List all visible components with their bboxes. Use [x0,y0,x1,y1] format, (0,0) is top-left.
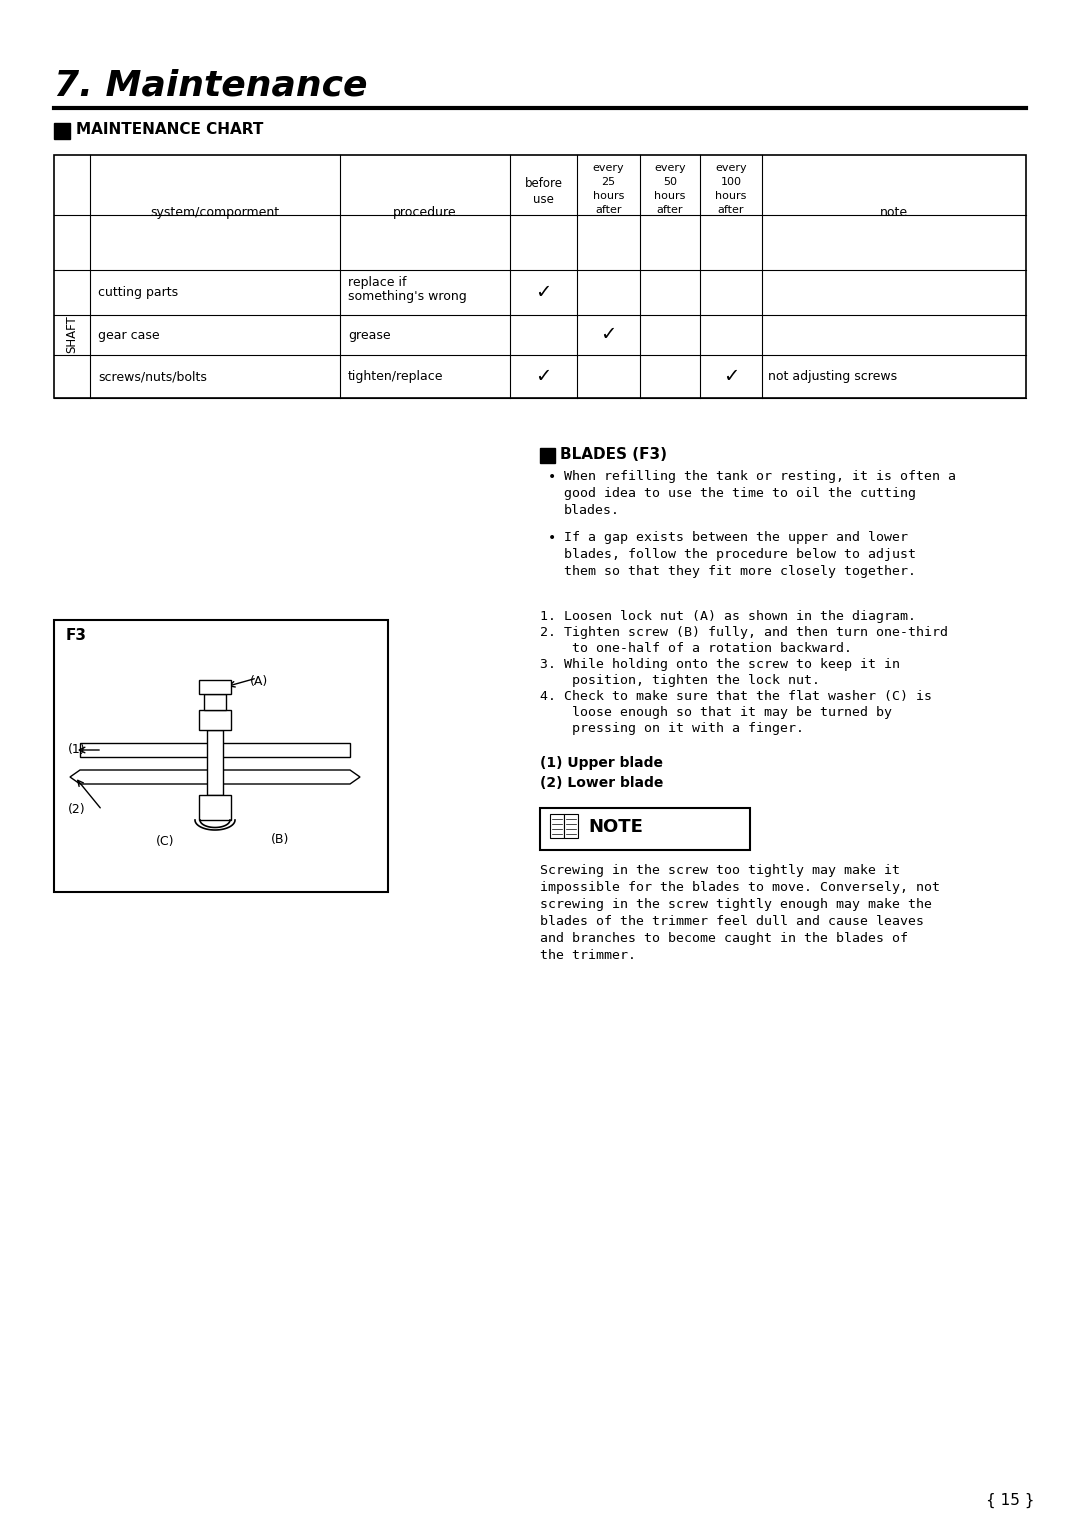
Text: them so that they fit more closely together.: them so that they fit more closely toget… [564,565,916,578]
Text: 1. Loosen lock nut (A) as shown in the diagram.: 1. Loosen lock nut (A) as shown in the d… [540,610,916,623]
Bar [199,710,231,729]
Bar [54,620,388,893]
Text: every: every [654,163,686,172]
Text: blades of the trimmer feel dull and cause leaves: blades of the trimmer feel dull and caus… [540,916,924,928]
Bar [80,743,350,757]
Text: (2) Lower blade: (2) Lower blade [540,777,663,790]
Text: If a gap exists between the upper and lower: If a gap exists between the upper and lo… [564,531,908,543]
Text: every: every [715,163,746,172]
Text: position, tighten the lock nut.: position, tighten the lock nut. [540,674,820,687]
Text: ✓: ✓ [723,366,739,386]
Text: good idea to use the time to oil the cutting: good idea to use the time to oil the cut… [564,487,916,501]
Text: cutting parts: cutting parts [98,285,178,299]
Text: When refilling the tank or resting, it is often a: When refilling the tank or resting, it i… [564,470,956,484]
Text: tighten/replace: tighten/replace [348,369,444,383]
Text: NOTE: NOTE [588,818,643,836]
Text: blades, follow the procedure below to adjust: blades, follow the procedure below to ad… [564,548,916,562]
Text: 4. Check to make sure that the flat washer (C) is: 4. Check to make sure that the flat wash… [540,690,932,703]
Bar [54,156,1026,398]
Text: and branches to become caught in the blades of: and branches to become caught in the bla… [540,932,908,945]
Text: hours: hours [654,191,686,201]
Text: (1) Upper blade: (1) Upper blade [540,755,663,771]
Text: after: after [595,204,622,215]
Text: screwing in the screw tightly enough may make the: screwing in the screw tightly enough may… [540,897,932,911]
Bar [564,813,578,838]
Text: procedure: procedure [393,206,457,220]
Text: •: • [548,531,556,545]
Text: 3. While holding onto the screw to keep it in: 3. While holding onto the screw to keep … [540,658,900,671]
Text: •: • [548,470,556,484]
Bar [204,694,226,710]
Text: BLADES (F3): BLADES (F3) [561,447,667,462]
Text: grease: grease [348,328,391,342]
Text: F3: F3 [66,629,87,642]
Text: MAINTENANCE CHART: MAINTENANCE CHART [76,122,264,137]
Text: Screwing in the screw too tightly may make it: Screwing in the screw too tightly may ma… [540,864,900,877]
Text: ✓: ✓ [600,325,617,345]
Bar [207,729,222,795]
Text: 50: 50 [663,177,677,188]
Text: ✓: ✓ [536,366,552,386]
Bar [199,795,231,819]
Text: (C): (C) [156,835,174,848]
Text: to one-half of a rotation backward.: to one-half of a rotation backward. [540,642,852,655]
Text: hours: hours [593,191,624,201]
Text: blades.: blades. [564,504,620,517]
Polygon shape [70,771,360,784]
Text: 7. Maintenance: 7. Maintenance [54,69,367,102]
Text: pressing on it with a finger.: pressing on it with a finger. [540,722,804,736]
Text: (2): (2) [68,804,85,816]
Text: loose enough so that it may be turned by: loose enough so that it may be turned by [540,707,892,719]
Bar [199,681,231,694]
Text: use: use [534,192,554,206]
Text: ✓: ✓ [536,282,552,302]
Text: after: after [718,204,744,215]
Text: every: every [593,163,624,172]
Text: replace if: replace if [348,276,406,288]
Text: note: note [880,206,908,220]
Bar [54,124,70,139]
Text: impossible for the blades to move. Conversely, not: impossible for the blades to move. Conve… [540,881,940,894]
Text: { 15 }: { 15 } [986,1492,1035,1508]
Bar [540,807,750,850]
Bar [540,449,555,462]
Text: (B): (B) [271,833,289,845]
Text: screws/nuts/bolts: screws/nuts/bolts [98,369,207,383]
Text: something's wrong: something's wrong [348,290,467,304]
Text: (A): (A) [249,674,268,688]
Text: 25: 25 [602,177,616,188]
Text: after: after [657,204,684,215]
Text: the trimmer.: the trimmer. [540,949,636,961]
Text: not adjusting screws: not adjusting screws [768,369,897,383]
Text: hours: hours [715,191,746,201]
Bar [550,813,564,838]
Text: 2. Tighten screw (B) fully, and then turn one-third: 2. Tighten screw (B) fully, and then tur… [540,626,948,639]
Text: (1): (1) [68,743,85,757]
Text: SHAFT: SHAFT [66,316,79,353]
Text: before: before [525,177,563,191]
Text: system/comporment: system/comporment [150,206,280,220]
Text: 100: 100 [720,177,742,188]
Text: gear case: gear case [98,328,160,342]
